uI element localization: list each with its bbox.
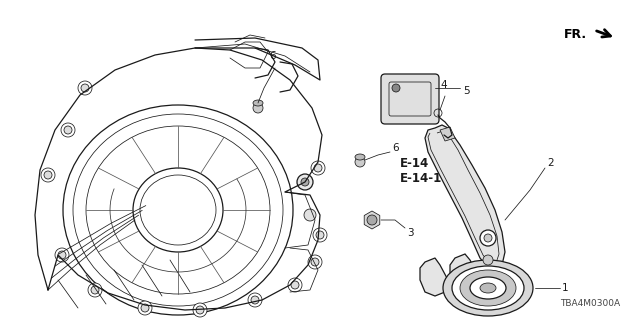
Circle shape xyxy=(253,103,263,113)
Circle shape xyxy=(480,230,496,246)
Polygon shape xyxy=(364,211,380,229)
Circle shape xyxy=(311,161,325,175)
Circle shape xyxy=(78,81,92,95)
Ellipse shape xyxy=(443,260,533,316)
Circle shape xyxy=(251,296,259,304)
Circle shape xyxy=(64,126,72,134)
Circle shape xyxy=(304,209,316,221)
Circle shape xyxy=(314,164,322,172)
Text: 5: 5 xyxy=(463,86,470,96)
Circle shape xyxy=(311,258,319,266)
Text: 1: 1 xyxy=(562,283,568,293)
Circle shape xyxy=(88,283,102,297)
Text: 3: 3 xyxy=(407,228,413,238)
Circle shape xyxy=(291,281,299,289)
Circle shape xyxy=(196,306,204,314)
Circle shape xyxy=(367,215,377,225)
Ellipse shape xyxy=(355,154,365,160)
Circle shape xyxy=(61,123,75,137)
Circle shape xyxy=(55,248,69,262)
Polygon shape xyxy=(425,125,505,270)
Text: 4: 4 xyxy=(441,80,447,90)
Ellipse shape xyxy=(460,270,516,306)
Circle shape xyxy=(313,228,327,242)
Ellipse shape xyxy=(253,100,263,106)
Ellipse shape xyxy=(470,277,506,299)
Circle shape xyxy=(392,84,400,92)
Polygon shape xyxy=(440,127,455,141)
Circle shape xyxy=(483,255,493,265)
Polygon shape xyxy=(450,254,478,292)
Text: FR.: FR. xyxy=(564,28,587,41)
Text: 2: 2 xyxy=(547,158,554,168)
Circle shape xyxy=(288,278,302,292)
Text: E-14-1: E-14-1 xyxy=(400,172,442,185)
Text: 6: 6 xyxy=(392,143,399,153)
Text: 6: 6 xyxy=(269,51,276,61)
Circle shape xyxy=(248,293,262,307)
Ellipse shape xyxy=(452,266,524,310)
Circle shape xyxy=(308,255,322,269)
Circle shape xyxy=(44,171,52,179)
Circle shape xyxy=(81,84,89,92)
Text: TBA4M0300A: TBA4M0300A xyxy=(560,299,620,308)
Text: E-14: E-14 xyxy=(400,156,429,170)
Circle shape xyxy=(297,174,313,190)
Polygon shape xyxy=(420,258,448,296)
Circle shape xyxy=(41,168,55,182)
Circle shape xyxy=(484,234,492,242)
Circle shape xyxy=(355,157,365,167)
Circle shape xyxy=(91,286,99,294)
FancyBboxPatch shape xyxy=(381,74,439,124)
Circle shape xyxy=(58,251,66,259)
Circle shape xyxy=(316,231,324,239)
Circle shape xyxy=(141,304,149,312)
Circle shape xyxy=(301,178,309,186)
Circle shape xyxy=(193,303,207,317)
Ellipse shape xyxy=(480,283,496,293)
Circle shape xyxy=(138,301,152,315)
